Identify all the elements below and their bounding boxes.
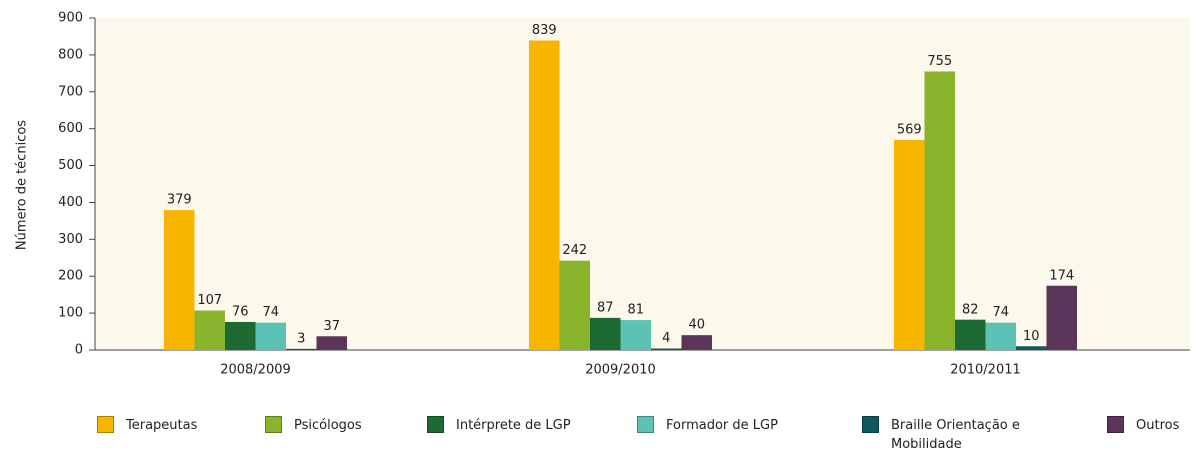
legend-swatch: [1107, 416, 1124, 433]
y-tick-label: 300: [58, 232, 83, 247]
legend-label: Terapeutas: [126, 418, 198, 433]
bar-shade: [681, 335, 712, 350]
value-label: 3: [297, 331, 305, 346]
legend-swatch: [637, 416, 654, 433]
bar-shade: [164, 210, 195, 350]
bar-shade: [955, 319, 986, 350]
bar-shade: [651, 348, 682, 350]
y-tick-label: 800: [58, 47, 83, 62]
bar-shade: [255, 322, 286, 350]
y-tick-label: 200: [58, 269, 83, 284]
legend-swatch: [97, 416, 114, 433]
value-label: 81: [627, 303, 644, 318]
legend-label: Psicólogos: [294, 418, 362, 433]
legend-label: Formador de LGP: [666, 418, 778, 433]
bar-shade: [316, 336, 347, 350]
y-tick-label: 0: [75, 343, 83, 358]
bar-shade: [225, 321, 256, 350]
bar-shade: [894, 140, 925, 350]
value-label: 74: [992, 305, 1009, 320]
value-label: 839: [532, 23, 557, 38]
legend-swatch: [862, 416, 879, 433]
y-tick-label: 100: [58, 306, 83, 321]
bar-shade: [529, 40, 560, 350]
legend-label: Intérprete de LGP: [456, 418, 571, 433]
legend-label: Braille Orientação e Mobilidade: [891, 418, 1020, 452]
value-label: 87: [597, 300, 614, 315]
legend-swatch: [427, 416, 444, 433]
legend-label: Outros: [1136, 418, 1180, 433]
bar-shade: [985, 322, 1016, 350]
legend-item: Intérprete de LGP: [427, 416, 617, 435]
y-tick-label: 900: [58, 11, 83, 26]
legend-item: Formador de LGP: [637, 416, 837, 435]
value-label: 10: [1023, 329, 1040, 344]
legend-item: Terapeutas: [97, 416, 247, 435]
bar-shade: [286, 348, 317, 350]
y-tick-label: 600: [58, 121, 83, 136]
legend-item: Outros: [1107, 416, 1193, 435]
y-tick-label: 400: [58, 195, 83, 210]
value-label: 76: [232, 304, 249, 319]
legend-item: Braille Orientação e Mobilidade: [862, 416, 1037, 454]
bar-shade: [590, 317, 621, 350]
bar-shade: [924, 71, 955, 350]
legend-item: Psicólogos: [265, 416, 415, 435]
y-axis-label: Número de técnicos: [15, 120, 30, 250]
y-tick-label: 700: [58, 84, 83, 99]
bar-shade: [1046, 285, 1077, 350]
bar-shade: [559, 260, 590, 350]
x-tick-label: 2008/2009: [220, 363, 291, 378]
value-label: 379: [167, 193, 192, 208]
value-label: 74: [262, 305, 279, 320]
value-label: 37: [323, 319, 340, 334]
x-tick-label: 2010/2011: [950, 363, 1021, 378]
legend-swatch: [265, 416, 282, 433]
value-label: 40: [688, 318, 705, 333]
x-tick-label: 2009/2010: [585, 363, 656, 378]
bar-shade: [620, 320, 651, 350]
plot-background: [95, 18, 1190, 350]
value-label: 755: [927, 54, 952, 69]
value-label: 82: [962, 302, 979, 317]
value-label: 4: [662, 331, 670, 346]
chart: Número de técnicos 0 100 200 300 400 500 600 70…: [15, 11, 1190, 378]
value-label: 107: [197, 293, 222, 308]
bar-shade: [194, 310, 225, 350]
value-label: 242: [562, 243, 587, 258]
value-label: 569: [897, 123, 922, 138]
bar-shade: [1016, 346, 1047, 350]
value-label: 174: [1049, 268, 1074, 283]
y-tick-label: 500: [58, 158, 83, 173]
